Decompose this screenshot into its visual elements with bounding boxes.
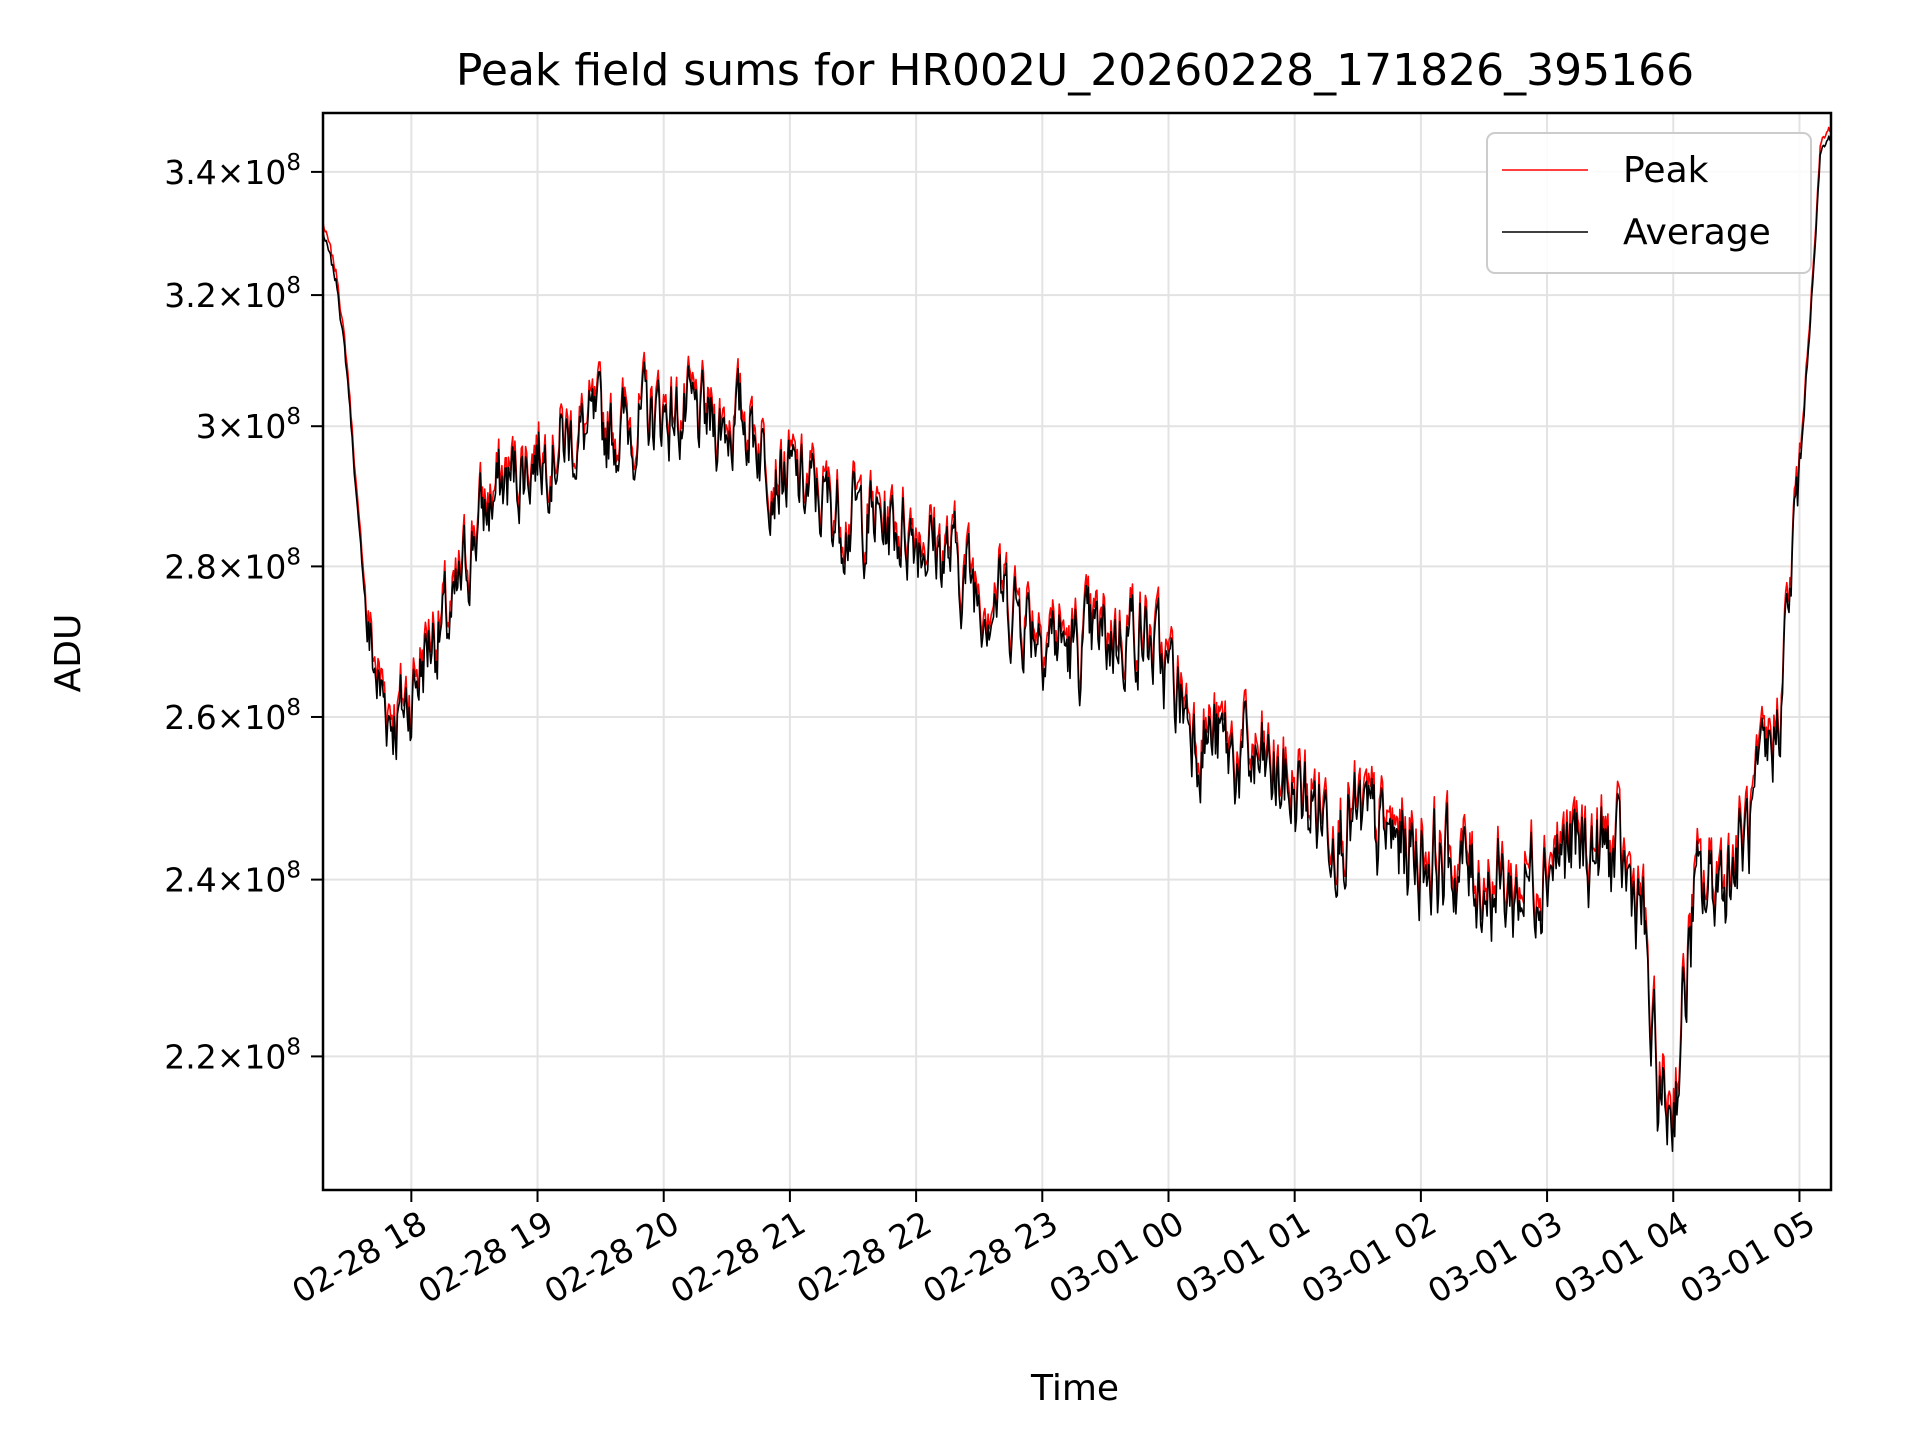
y-tick-label: 3.4×108 [164, 150, 301, 192]
x-axis-label: Time [1030, 1368, 1119, 1409]
y-axis-label: ADU [48, 614, 89, 693]
y-tick-label: 3×108 [196, 404, 301, 446]
y-tick-label: 2.6×108 [164, 695, 301, 737]
y-tick-label: 2.2×108 [164, 1034, 301, 1076]
y-tick-label: 3.2×108 [164, 273, 301, 315]
series-line-average [322, 135, 1832, 1152]
legend-label-peak: Peak [1623, 150, 1709, 191]
plot-frame [321, 111, 1833, 1192]
y-axis-ticks: 2.2×108 2.4×108 2.6×108 2.8×108 3×108 3.2×108… [164, 150, 323, 1076]
legend-box [1486, 132, 1812, 274]
legend-label-average: Average [1623, 212, 1771, 253]
chart-title: Peak field sums for HR002U_20260228_1718… [456, 45, 1694, 96]
y-tick-label: 2.8×108 [164, 544, 301, 586]
legend: Peak Average [1486, 132, 1812, 274]
y-tick-label: 2.4×108 [164, 858, 301, 900]
series-layer [322, 126, 1832, 1152]
